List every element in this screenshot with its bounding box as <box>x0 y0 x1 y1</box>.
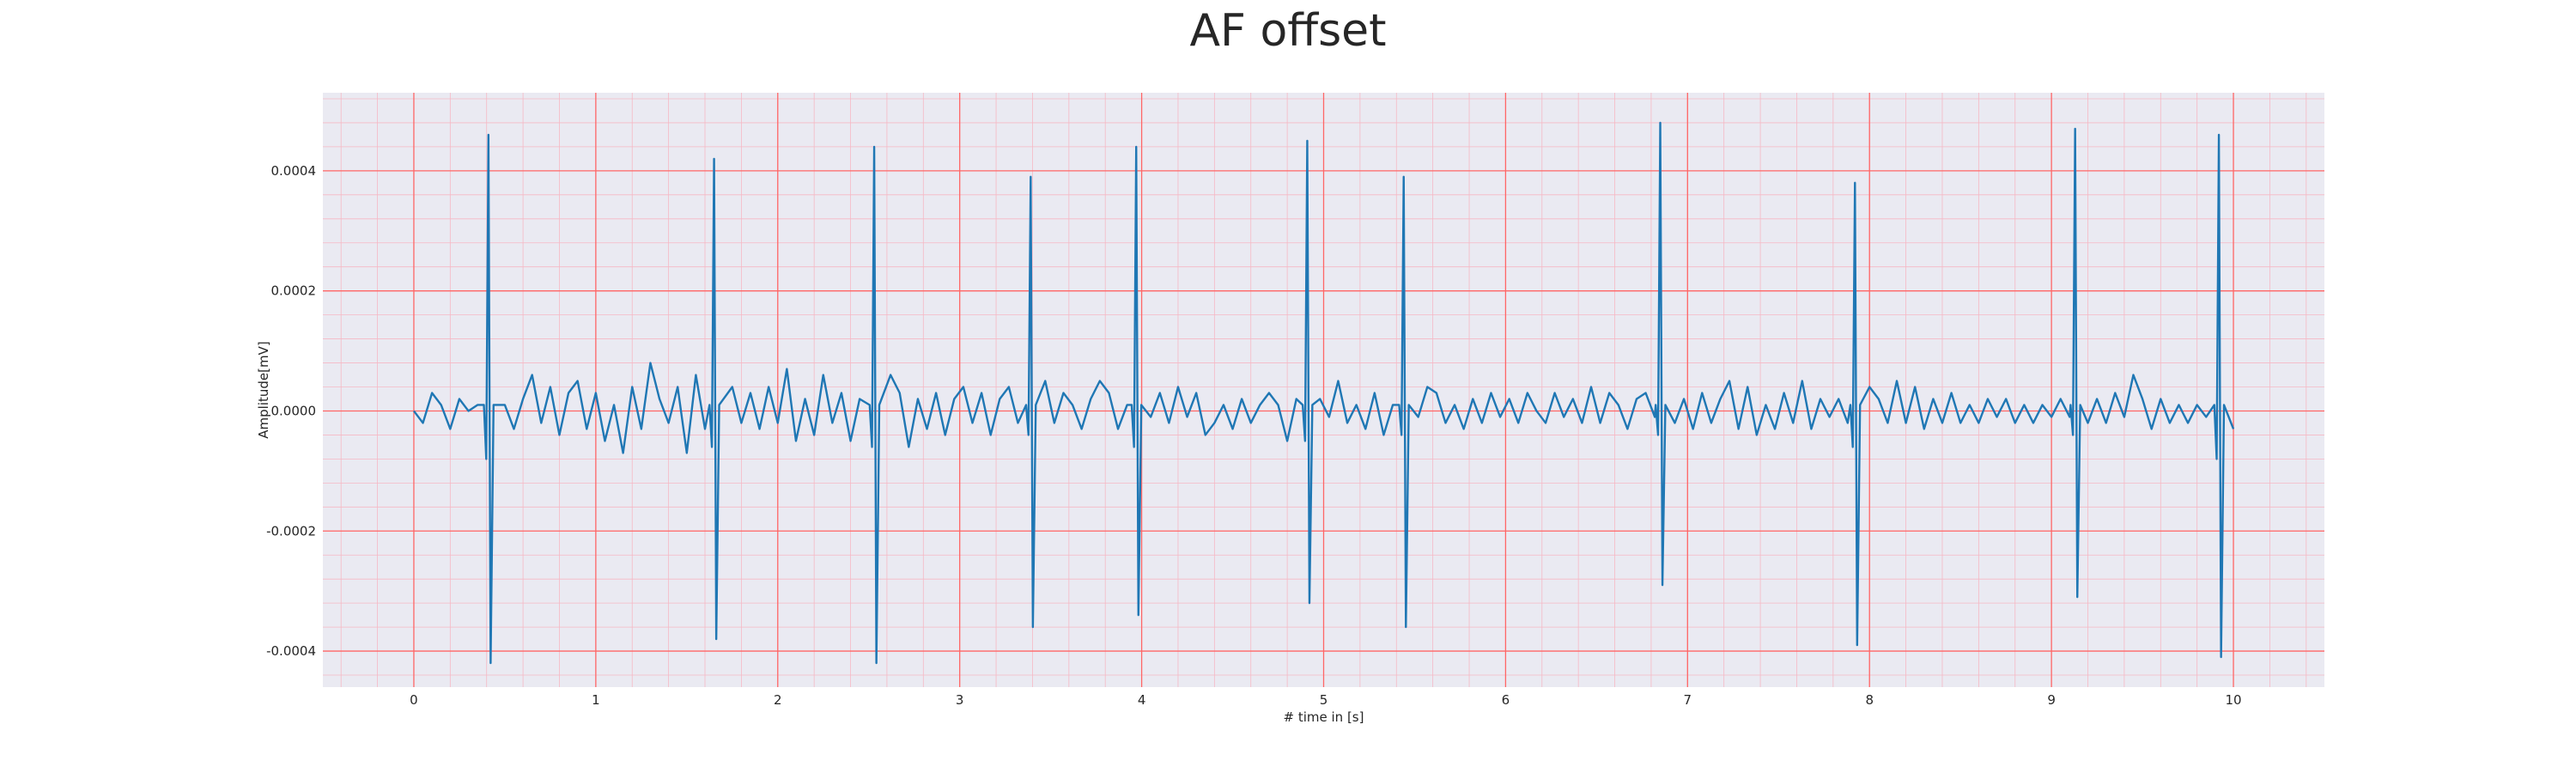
x-tick-label: 5 <box>1320 692 1328 708</box>
chart-title: AF offset <box>1189 5 1387 57</box>
y-tick-label: -0.0004 <box>266 643 316 659</box>
x-tick-label: 2 <box>774 692 782 708</box>
x-tick-label: 3 <box>956 692 964 708</box>
major-grid <box>323 93 2324 687</box>
x-axis-label: # time in [s] <box>1284 709 1364 725</box>
x-tick-label: 9 <box>2047 692 2056 708</box>
x-tick-label: 0 <box>410 692 418 708</box>
x-tick-label: 1 <box>592 692 600 708</box>
y-axis-ticks: -0.0004 -0.0002 0.0000 0.0002 0.0004 <box>266 163 316 659</box>
y-tick-label: 0.0000 <box>271 403 317 418</box>
x-tick-label: 8 <box>1865 692 1874 708</box>
x-tick-label: 7 <box>1684 692 1692 708</box>
x-tick-label: 10 <box>2225 692 2241 708</box>
x-tick-label: 6 <box>1502 692 1510 708</box>
x-tick-label: 4 <box>1138 692 1146 708</box>
y-tick-label: -0.0002 <box>266 523 316 539</box>
y-tick-label: 0.0002 <box>271 283 317 299</box>
y-tick-label: 0.0004 <box>271 163 317 179</box>
series-line <box>412 121 2235 665</box>
y-axis-label: Amplitude[mV] <box>256 341 271 438</box>
x-axis-ticks: 0 1 2 3 4 5 6 7 8 9 10 <box>410 692 2241 708</box>
